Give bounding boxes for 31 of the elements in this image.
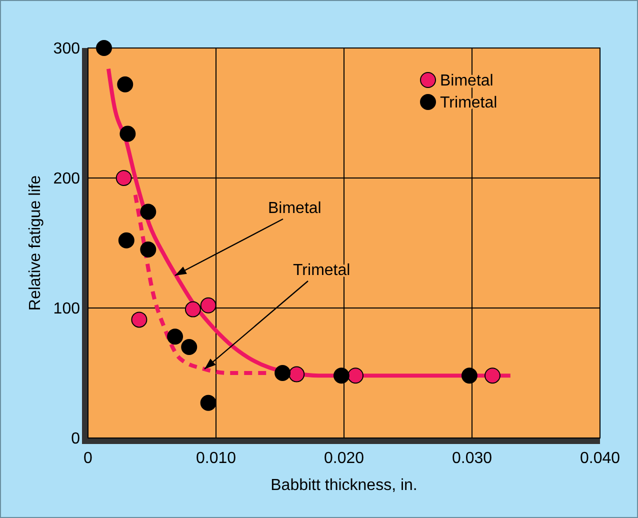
- point: [116, 170, 132, 186]
- point: [200, 394, 216, 411]
- point: [461, 368, 478, 384]
- point: [200, 297, 216, 314]
- point: [181, 339, 198, 355]
- point: [288, 366, 305, 382]
- x-tick-label: 0.040: [580, 450, 620, 467]
- x-tick-label: 0: [84, 450, 93, 467]
- point: [184, 301, 201, 318]
- point: [140, 242, 156, 258]
- y-tick-label: 200: [53, 170, 80, 188]
- point: [140, 204, 156, 220]
- y-tick-label: 0: [71, 430, 80, 448]
- point: [131, 312, 148, 328]
- y-tick-label: 100: [53, 300, 80, 318]
- y-tick-label: 300: [53, 40, 80, 58]
- point: [118, 232, 134, 248]
- point: [117, 76, 134, 92]
- y-axis-title: Relative fatigue life: [27, 175, 44, 311]
- x-tick-label: 0.010: [196, 450, 236, 467]
- point: [484, 368, 500, 384]
- annotation: Bimetal: [268, 200, 322, 217]
- point: [120, 126, 136, 142]
- point: [348, 368, 364, 384]
- x-tick-label: 0.030: [452, 450, 492, 467]
- point: [333, 368, 350, 384]
- x-axis-title: Babbitt thickness, in.: [270, 477, 418, 494]
- point: [96, 40, 112, 56]
- point: [167, 328, 184, 345]
- point: [274, 365, 291, 381]
- x-tick-label: 0.020: [324, 450, 364, 467]
